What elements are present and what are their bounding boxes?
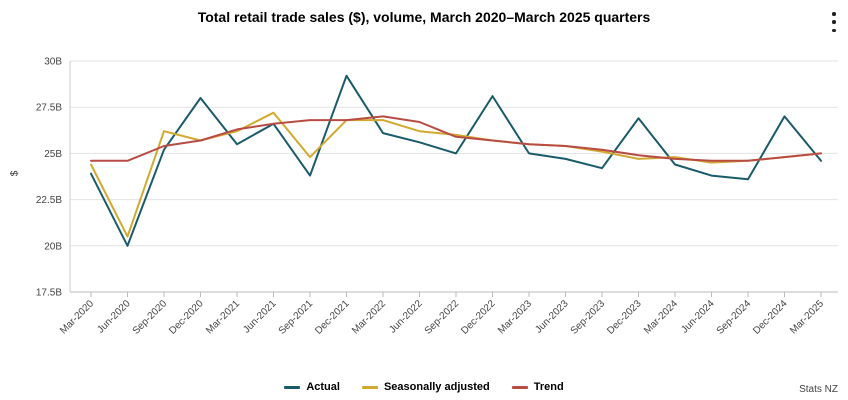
legend: Actual Seasonally adjusted Trend [0, 381, 848, 393]
kebab-menu-icon[interactable] [827, 12, 841, 32]
x-tick-label: Dec-2020 [167, 298, 206, 337]
x-tick-label: Sep-2023 [569, 298, 608, 337]
y-tick-label: 27.5B [36, 103, 62, 114]
legend-swatch-actual [284, 385, 301, 389]
x-tick-label: Dec-2022 [459, 298, 498, 337]
chart-title: Total retail trade sales ($), volume, Ma… [197, 9, 651, 25]
x-tick-label: Sep-2024 [715, 298, 754, 337]
menu-dot [832, 20, 836, 24]
legend-item-trend[interactable]: Trend [511, 381, 564, 393]
series-line-actual [90, 74, 822, 247]
legend-label-seasonally-adjusted: Seasonally adjusted [383, 381, 490, 393]
series-line-trend [90, 115, 822, 162]
x-tick-label: Jun-2023 [533, 298, 571, 336]
y-tick-label: 17.5B [36, 288, 62, 299]
x-tick-label: Mar-2020 [58, 298, 96, 336]
legend-swatch-seasonally-adjusted [361, 385, 378, 389]
y-tick-label: 20B [44, 241, 62, 252]
x-tick-label: Sep-2021 [277, 298, 316, 337]
x-tick-label: Jun-2024 [679, 298, 717, 336]
x-tick-label: Sep-2020 [131, 298, 170, 337]
y-tick-label: 25B [44, 149, 62, 160]
x-tick-label: Mar-2021 [204, 298, 242, 336]
x-tick-label: Dec-2024 [751, 298, 790, 337]
x-tick-label: Jun-2021 [241, 298, 279, 336]
x-tick-label: Sep-2022 [423, 298, 462, 337]
legend-label-actual: Actual [306, 381, 340, 393]
legend-label-trend: Trend [533, 381, 564, 393]
y-tick-label: 30B [44, 57, 62, 68]
menu-dot [832, 12, 836, 16]
y-tick-label: 22.5B [36, 195, 62, 206]
x-tick-label: Jun-2020 [95, 298, 133, 336]
x-tick-label: Mar-2022 [350, 298, 388, 336]
menu-dot [832, 28, 836, 32]
x-tick-label: Mar-2024 [642, 298, 680, 336]
x-tick-label: Jun-2022 [387, 298, 425, 336]
source-credit: Stats NZ [799, 384, 838, 395]
x-tick-label: Mar-2025 [788, 298, 826, 336]
x-tick-label: Dec-2023 [605, 298, 644, 337]
legend-item-actual[interactable]: Actual [284, 381, 340, 393]
legend-item-seasonally-adjusted[interactable]: Seasonally adjusted [361, 381, 490, 393]
x-tick-label: Mar-2023 [496, 298, 534, 336]
x-tick-label: Dec-2021 [313, 298, 352, 337]
legend-swatch-trend [511, 385, 528, 389]
